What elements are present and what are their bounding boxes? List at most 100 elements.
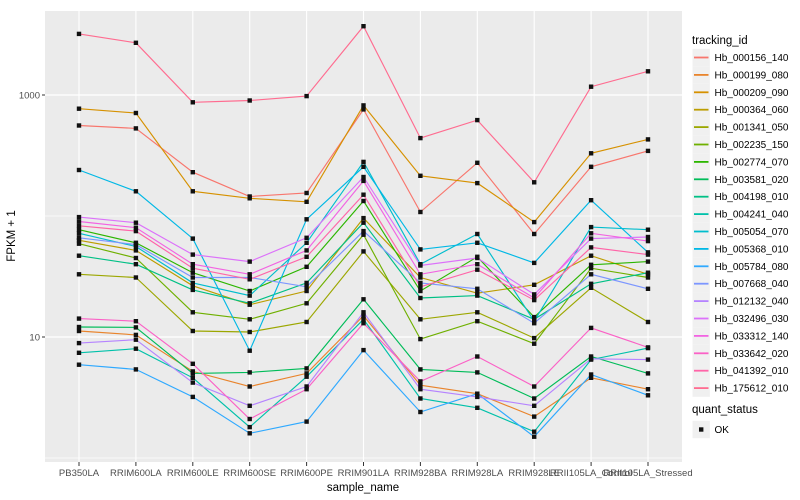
legend-entry-label: Hb_004198_010: [715, 192, 789, 203]
legend-entry: Hb_004198_010: [692, 188, 789, 206]
legend-entry: Hb_033312_140: [692, 327, 789, 345]
data-point: [418, 387, 423, 392]
data-point: [247, 348, 252, 353]
data-point: [475, 391, 480, 396]
data-point: [588, 281, 594, 286]
data-point: [361, 192, 366, 197]
data-point: [133, 255, 139, 261]
data-point: [190, 283, 195, 288]
legend-entry-label: Hb_012132_040: [715, 297, 789, 308]
data-point: [133, 346, 139, 351]
data-point: [361, 249, 366, 254]
data-point: [361, 215, 366, 221]
data-point: [247, 277, 252, 282]
data-point: [76, 106, 82, 111]
data-point: [532, 321, 537, 326]
legend-entry: Hb_001341_050: [692, 118, 789, 136]
tracking-id-legend: Hb_000156_140 Hb_000199_080 Hb_000209_090 H…: [692, 48, 789, 397]
data-point: [304, 235, 309, 240]
data-point: [304, 319, 309, 325]
data-point: [304, 284, 309, 289]
data-point: [247, 98, 252, 103]
data-point: [532, 396, 537, 401]
data-point: [475, 286, 480, 291]
data-point: [418, 336, 423, 342]
data-point: [532, 314, 537, 320]
data-point: [588, 84, 594, 89]
data-point: [475, 160, 480, 165]
x-tick-label: RRIM600PE: [280, 468, 333, 479]
data-point: [76, 235, 82, 240]
data-point: [133, 319, 139, 324]
data-point: [588, 198, 594, 203]
data-point: [304, 217, 309, 222]
data-point: [645, 387, 651, 392]
legend-title-quant-status: quant_status: [692, 404, 758, 416]
data-point: [133, 262, 139, 267]
data-point: [475, 310, 480, 315]
data-point: [645, 259, 651, 264]
data-point: [133, 242, 139, 247]
legend-entry-label: Hb_033642_020: [715, 349, 789, 360]
data-point: [645, 234, 651, 240]
data-point: [190, 394, 195, 400]
legend-entry-label: Hb_004241_040: [715, 210, 789, 221]
data-point: [133, 228, 139, 234]
data-point: [418, 263, 423, 268]
legend-entry-label: Hb_005784_080: [715, 262, 789, 273]
x-tick-label: RRII105LA_Stressed: [603, 468, 692, 479]
data-point: [361, 313, 366, 318]
data-point: [76, 362, 82, 367]
data-point: [361, 228, 366, 234]
data-point: [418, 173, 423, 178]
data-point: [645, 371, 651, 376]
data-point: [361, 24, 366, 29]
x-tick-label: RRIM928LA: [451, 468, 503, 479]
x-axis-title: sample_name: [327, 482, 399, 494]
data-point: [304, 280, 309, 286]
data-point: [418, 383, 423, 388]
quant-status-ok-label: OK: [715, 425, 730, 436]
data-point: [532, 434, 537, 439]
data-point: [475, 240, 480, 245]
data-point: [304, 254, 309, 259]
data-point: [247, 424, 252, 430]
data-point: [361, 321, 366, 326]
data-point: [76, 223, 82, 228]
data-point: [133, 332, 139, 338]
data-point: [190, 236, 195, 241]
legend-entry-label: Hb_001341_050: [715, 123, 789, 134]
data-point: [76, 272, 82, 277]
data-point: [588, 272, 594, 277]
data-point: [190, 252, 195, 257]
data-point: [76, 214, 82, 220]
data-point: [418, 272, 423, 277]
y-tick-label: 1000: [19, 91, 40, 102]
data-point: [588, 164, 594, 169]
legend-entry-label: Hb_033312_140: [715, 331, 789, 342]
data-point: [361, 178, 366, 184]
data-point: [361, 107, 366, 112]
data-point: [76, 219, 82, 224]
data-point: [645, 275, 651, 280]
data-point: [361, 310, 366, 315]
data-point: [304, 288, 309, 294]
data-point: [532, 231, 537, 237]
data-point: [588, 262, 594, 267]
data-point: [645, 357, 651, 362]
legend-entry-label: Hb_005054_070: [715, 227, 789, 238]
data-point: [532, 219, 537, 225]
data-point: [532, 429, 537, 434]
data-point: [247, 196, 252, 201]
x-tick-label: RRII105LA_Control: [550, 468, 632, 479]
legend-entry: Hb_000156_140: [692, 48, 789, 67]
data-point: [532, 384, 537, 389]
data-point: [475, 405, 480, 410]
data-point: [645, 345, 651, 350]
x-tick-label: RRIM600SE: [223, 468, 276, 479]
data-point: [247, 259, 252, 264]
data-point: [304, 374, 309, 379]
data-point: [304, 93, 309, 99]
legend-entry: Hb_005054_070: [692, 222, 789, 241]
